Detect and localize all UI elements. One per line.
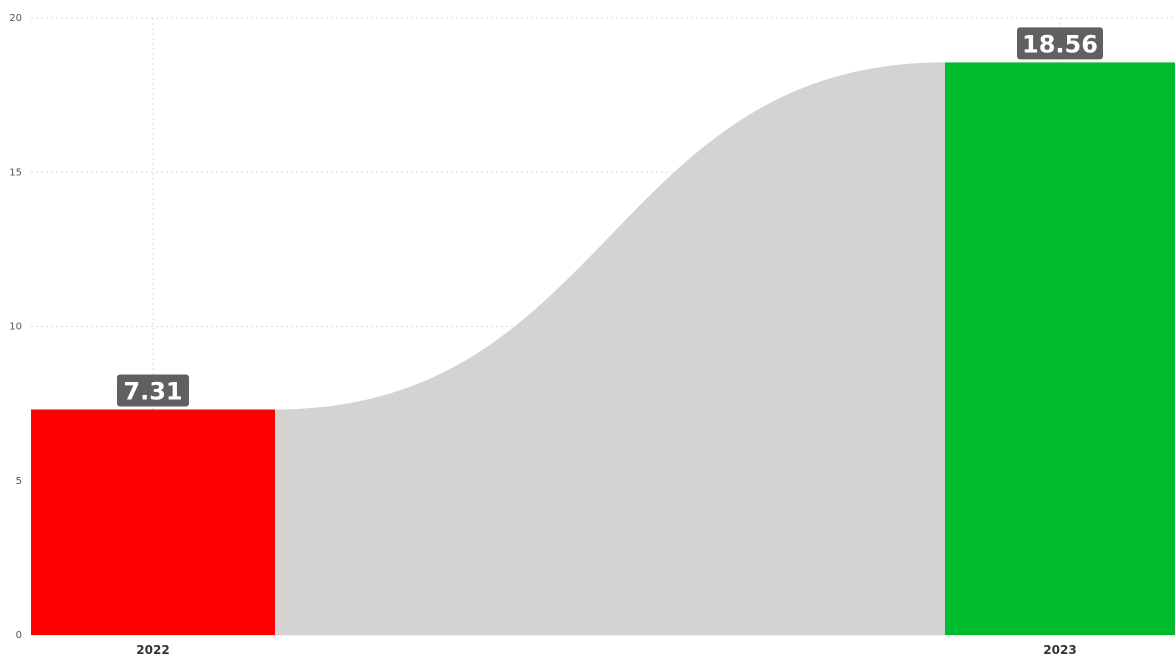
bars xyxy=(31,62,1175,635)
data-label-2023: 18.56 xyxy=(1017,27,1103,60)
data-label-text: 18.56 xyxy=(1022,30,1098,58)
data-label-text: 7.31 xyxy=(123,377,182,405)
connector-area xyxy=(275,62,945,635)
y-tick-label: 20 xyxy=(9,13,22,24)
x-category-label: 2022 xyxy=(136,643,169,656)
y-tick-label: 5 xyxy=(16,476,22,487)
y-tick-label: 15 xyxy=(9,167,22,178)
data-label-2022: 7.31 xyxy=(117,374,189,407)
data-label-box xyxy=(117,374,189,407)
bar-2022[interactable] xyxy=(31,409,275,635)
x-category-label: 2023 xyxy=(1043,643,1076,656)
data-labels: 7.31 18.56 xyxy=(117,27,1103,407)
x-axis-category-labels: 2022 2023 xyxy=(136,643,1076,656)
y-tick-label: 0 xyxy=(16,630,22,641)
y-tick-label: 10 xyxy=(9,322,22,333)
data-label-box xyxy=(1017,27,1103,60)
bar-2023[interactable] xyxy=(945,62,1175,635)
y-axis-tick-labels: 0 5 10 15 20 xyxy=(9,13,22,641)
